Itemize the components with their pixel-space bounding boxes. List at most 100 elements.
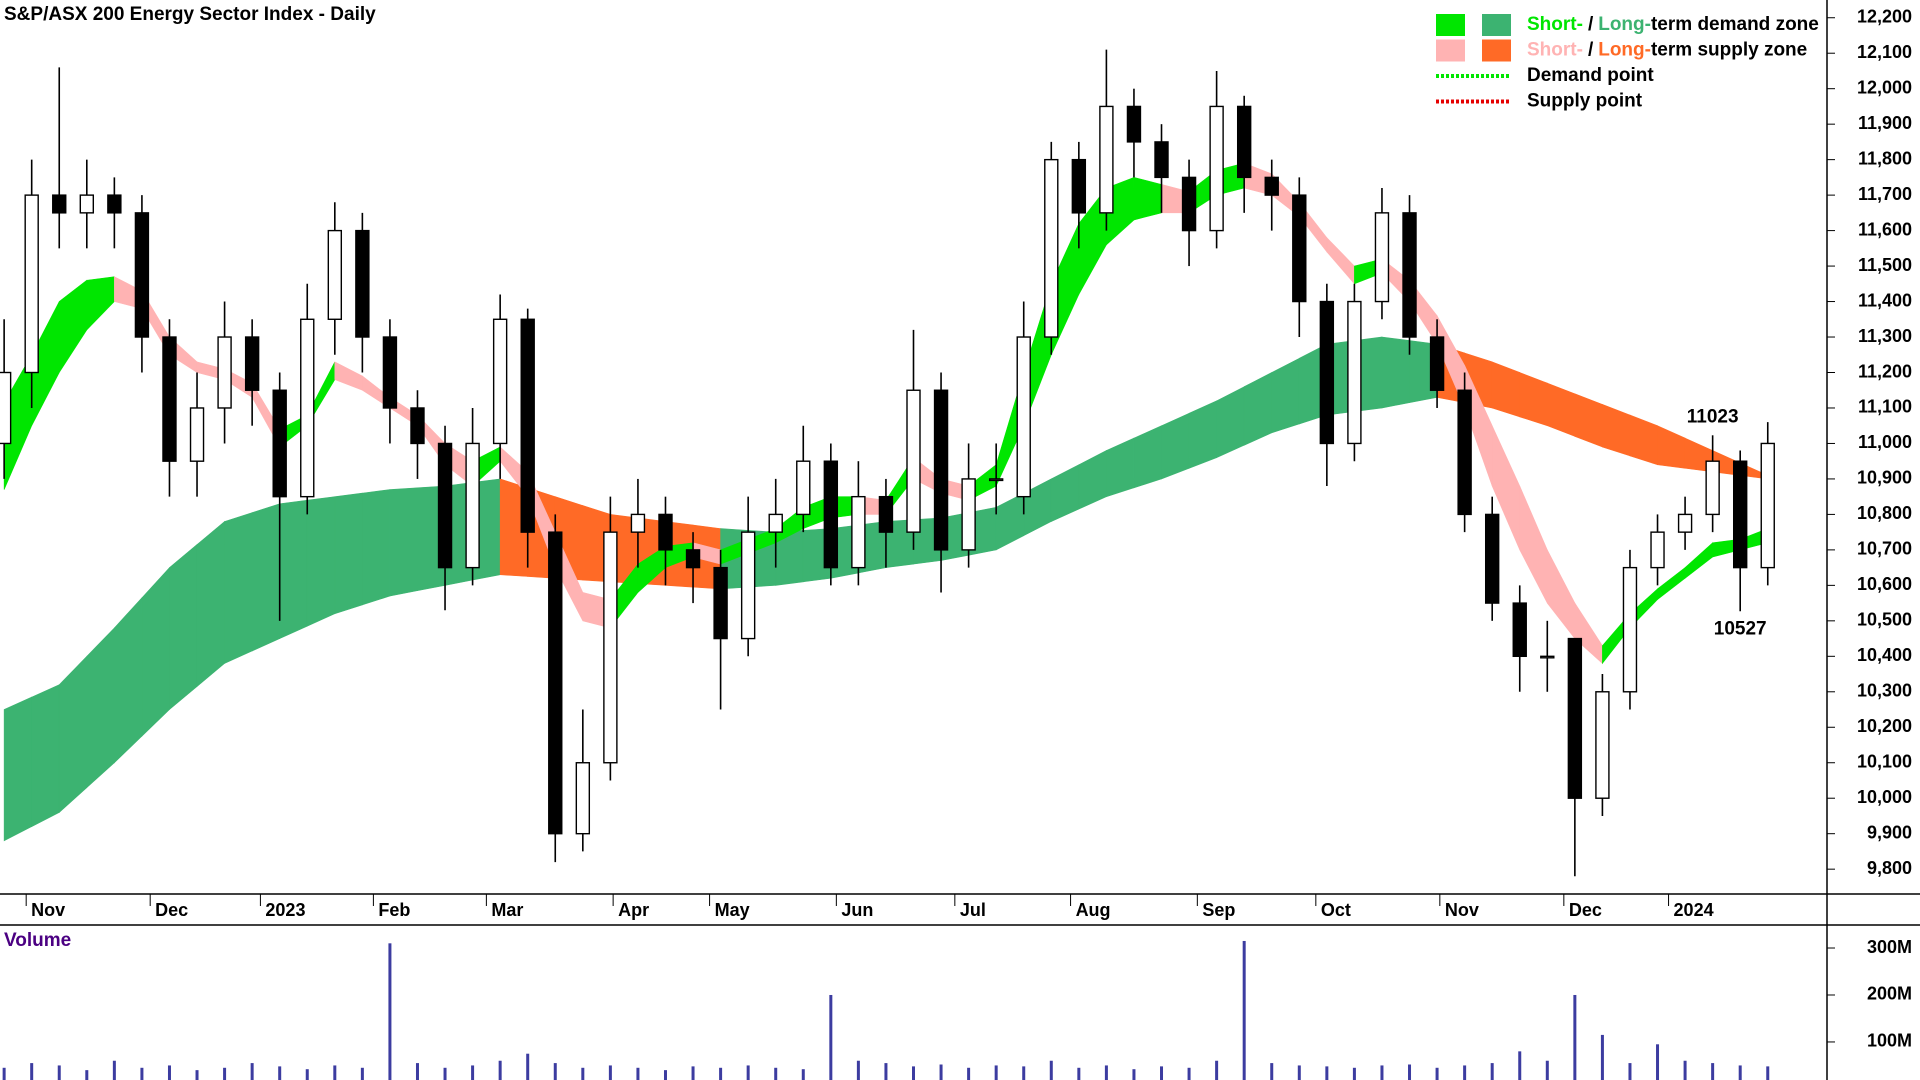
volume-bar (1187, 1067, 1191, 1080)
long-term-zone-segment (196, 520, 225, 688)
long-term-zone-segment (86, 627, 115, 789)
volume-bar (1325, 1066, 1329, 1080)
long-term-zone-segment (31, 684, 60, 828)
candle-body (685, 549, 701, 569)
volume-bar (912, 1066, 915, 1080)
volume-bar (1408, 1064, 1412, 1080)
candle-body (492, 318, 508, 445)
legend: Short- / Long-term demand zone Short- / Long-… (1436, 14, 1819, 112)
candle-body (1622, 566, 1638, 693)
candle-body (79, 194, 95, 214)
volume-bar (691, 1066, 695, 1080)
annotation: 11023 (1687, 406, 1739, 427)
volume-bar (333, 1065, 337, 1080)
long-term-zone-segment (334, 492, 363, 615)
volume-bar (1463, 1065, 1467, 1080)
long-term-zone-segment (3, 696, 32, 842)
volume-bar (1766, 1066, 1770, 1080)
long-term-zone-segment (1381, 336, 1410, 409)
volume-title: Volume (4, 930, 71, 951)
candle-body (134, 212, 150, 338)
candle-body (355, 229, 370, 338)
volume-bar (305, 1069, 309, 1080)
volume-bar (1573, 994, 1577, 1080)
candle-body (24, 194, 39, 374)
candle-body (300, 318, 315, 498)
volume-bar (1022, 1066, 1026, 1080)
volume-bar (1628, 1063, 1632, 1080)
candle-body (1760, 442, 1775, 569)
y-tick-label: 11,400 (1858, 290, 1912, 310)
candle-body (272, 389, 287, 498)
volume-bar (774, 1067, 778, 1080)
volume-bar (1297, 1065, 1301, 1080)
candle-body (768, 513, 783, 533)
volume-bar (1711, 1063, 1715, 1080)
candle-body (933, 389, 949, 551)
candle-body (603, 531, 618, 764)
candle-body (1264, 176, 1279, 196)
volume-bar (1518, 1051, 1522, 1080)
candle-body (1484, 513, 1500, 604)
volume-bar (278, 1066, 282, 1080)
volume-bar (1160, 1066, 1164, 1080)
candle-body (52, 194, 67, 214)
x-tick-label: Sep (1202, 900, 1235, 920)
volume-tick-label: 100M (1867, 1031, 1912, 1051)
legend-swatch (1436, 14, 1465, 36)
candle-body (1016, 336, 1031, 498)
candle-body (630, 513, 646, 533)
volume-bar (746, 1065, 750, 1080)
legend-long: Long- (1598, 14, 1651, 35)
candle-body (658, 513, 673, 551)
candle-body (1099, 105, 1114, 214)
legend-swatch (1482, 14, 1511, 36)
x-tick-label: 2023 (265, 900, 305, 920)
long-term-zone-segment (224, 512, 253, 664)
volume-bar (1077, 1067, 1081, 1080)
volume-tick-label: 300M (1867, 937, 1912, 957)
volume-bar (471, 1065, 475, 1080)
candle-body (1540, 655, 1555, 659)
volume-bar (1490, 1063, 1494, 1080)
candle-body (1732, 460, 1748, 569)
candle-body (548, 531, 563, 835)
x-tick-label: 2024 (1674, 900, 1714, 920)
legend-sep: / (1588, 40, 1594, 61)
candle-body (327, 229, 343, 320)
volume-bar (967, 1067, 971, 1080)
y-tick-label: 11,200 (1858, 361, 1912, 381)
volume-bar (553, 1063, 557, 1080)
candle-body (713, 566, 728, 640)
volume-bar (1049, 1060, 1053, 1080)
candle-body (1209, 105, 1224, 232)
candle-body (162, 336, 177, 462)
legend-sep: / (1588, 14, 1594, 35)
y-tick-label: 10,100 (1857, 751, 1912, 771)
volume-bar (884, 1063, 888, 1080)
volume-bar (581, 1067, 585, 1080)
y-tick-label: 11,100 (1858, 397, 1912, 417)
legend-rest: term demand zone (1651, 14, 1819, 35)
y-tick-label: 10,000 (1857, 787, 1912, 807)
volume-bar (2, 1067, 6, 1080)
candle-body (465, 442, 480, 569)
candle-body (1292, 194, 1307, 303)
candle-body (1567, 637, 1583, 799)
candle-body (1154, 141, 1169, 179)
legend-short: Short- (1527, 14, 1583, 35)
short-term-zone-segment (1133, 176, 1162, 221)
volume-bar (112, 1060, 116, 1080)
candle-body (1457, 389, 1472, 516)
y-tick-label: 10,600 (1857, 574, 1912, 594)
candle-body (107, 194, 122, 214)
volume-bar (1352, 1067, 1356, 1080)
volume-bar (939, 1064, 943, 1080)
legend-label: Short- / Long-term supply zone (1527, 40, 1807, 61)
candle-body (906, 389, 921, 533)
volume-bar (663, 1070, 667, 1080)
volume-bar (1270, 1063, 1274, 1080)
y-tick-label: 11,500 (1858, 255, 1912, 275)
volume-bar (360, 1067, 364, 1080)
